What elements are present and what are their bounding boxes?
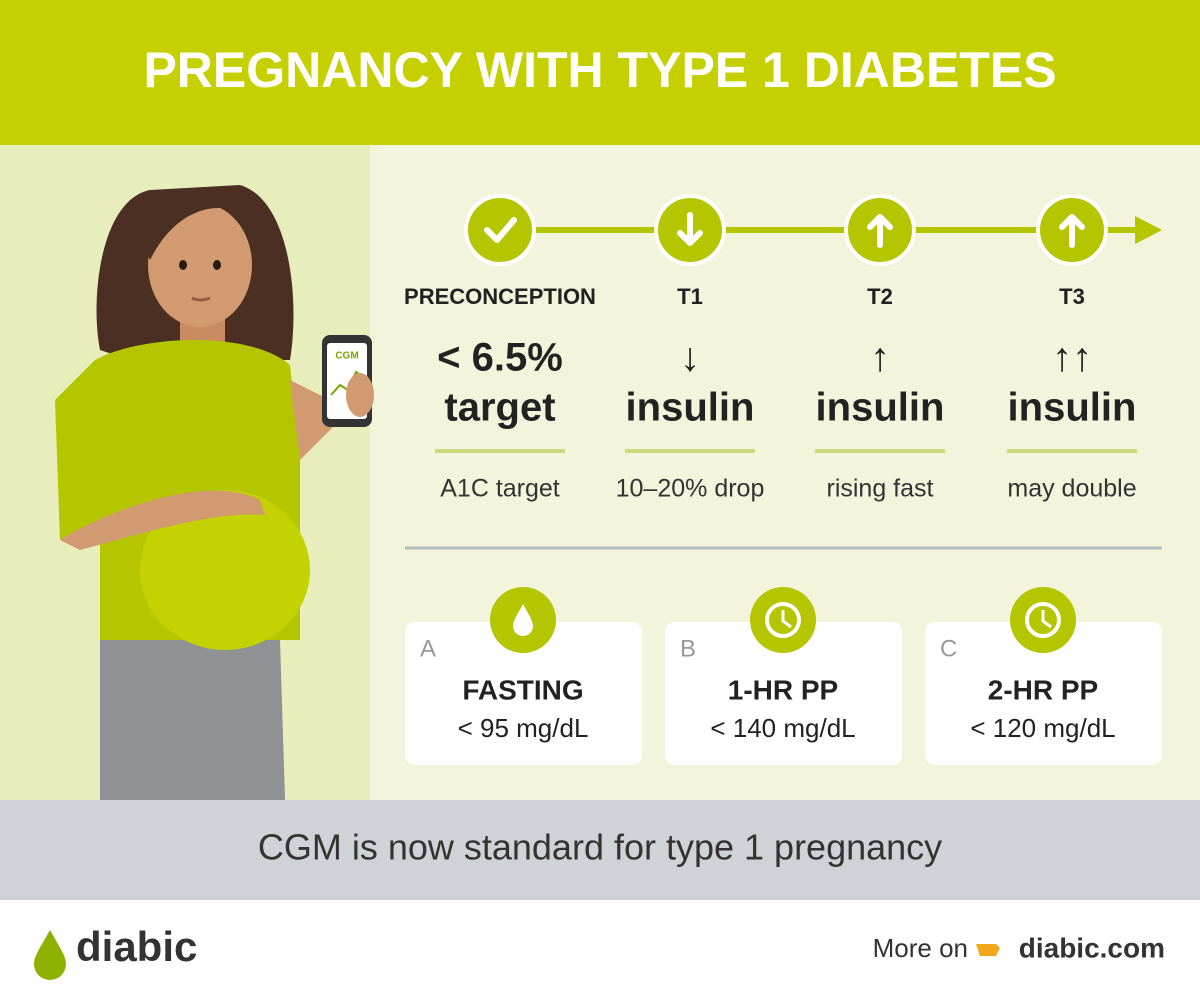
stage-line2: target <box>444 386 555 430</box>
more-on: More on <box>873 933 968 963</box>
stage-note: A1C target <box>440 475 560 503</box>
target-card <box>925 622 1162 765</box>
footer-band <box>0 900 1200 1000</box>
stage-icon-glyph <box>867 214 893 248</box>
target-value: < 140 mg/dL <box>710 713 855 743</box>
target-card <box>665 622 902 765</box>
header-band <box>0 0 1200 145</box>
stage-line1: ↓ <box>680 336 700 380</box>
clock-hands <box>1041 610 1052 629</box>
pointing-hand <box>976 944 1000 956</box>
stage-line2: insulin <box>626 386 755 430</box>
banner-text: CGM is now standard for type 1 pregnancy <box>258 827 942 868</box>
drop-glyph <box>513 604 533 636</box>
phone-label: CGM <box>335 351 358 362</box>
timeline-arrowhead <box>1135 216 1162 244</box>
stage-note: rising fast <box>827 475 934 503</box>
target-letter: B <box>680 635 696 662</box>
target-letter: A <box>420 635 436 662</box>
stage-label: T2 <box>867 284 893 309</box>
clock-hands <box>781 610 792 629</box>
page-title: PREGNANCY WITH TYPE 1 DIABETES <box>143 42 1056 98</box>
footer-link[interactable]: diabic.com <box>1019 932 1165 963</box>
stage-note: may double <box>1007 475 1136 503</box>
brand-logo <box>34 930 66 980</box>
stage-line1: < 6.5% <box>437 336 563 380</box>
target-value: < 120 mg/dL <box>970 713 1115 743</box>
target-title: 2-HR PP <box>988 674 1098 705</box>
stage-label: T3 <box>1059 284 1085 309</box>
stage-label: PRECONCEPTION <box>404 284 596 309</box>
stage-icon <box>464 194 536 266</box>
stage-line1: ↑ <box>870 336 890 380</box>
stage-label: T1 <box>677 284 703 309</box>
target-card <box>405 622 642 765</box>
clock-glyph <box>1025 602 1061 638</box>
target-title: FASTING <box>462 674 583 705</box>
stage-line2: insulin <box>816 386 945 430</box>
stage-note: 10–20% drop <box>616 475 765 503</box>
clock-glyph <box>765 602 801 638</box>
stage-line2: insulin <box>1008 386 1137 430</box>
stage-icon-glyph <box>484 217 517 243</box>
target-value: < 95 mg/dL <box>458 713 589 743</box>
banner-band <box>0 800 1200 900</box>
stage-icon-glyph <box>677 212 703 246</box>
stage-line1: ↑↑ <box>1052 336 1092 380</box>
target-letter: C <box>940 635 957 662</box>
illustration: CGM <box>55 185 374 800</box>
stage-icon-glyph <box>1059 214 1085 248</box>
brand-name: diabic <box>76 923 197 970</box>
target-title: 1-HR PP <box>728 674 838 705</box>
